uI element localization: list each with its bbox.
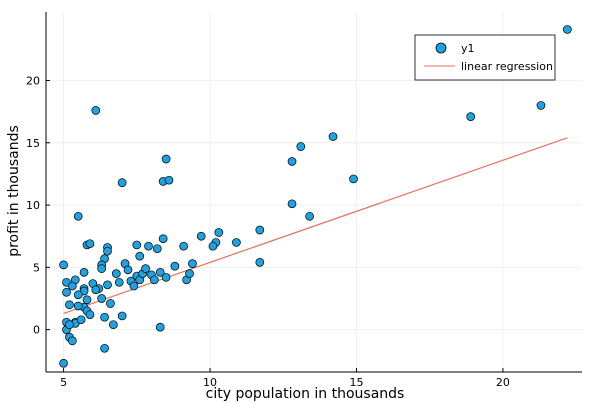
data-point bbox=[111, 269, 121, 278]
x-tick-label: 15 bbox=[349, 376, 363, 389]
x-tick-label: 10 bbox=[203, 376, 217, 389]
data-point bbox=[73, 211, 83, 221]
x-tick-label: 5 bbox=[60, 376, 67, 389]
data-point bbox=[536, 101, 546, 110]
data-point bbox=[208, 241, 218, 251]
tick-labels: 5 10 15 20 0 5 10 15 20 bbox=[26, 75, 510, 389]
data-point bbox=[141, 264, 150, 273]
data-point bbox=[91, 106, 101, 115]
data-point bbox=[109, 320, 118, 330]
data-point bbox=[188, 259, 197, 268]
data-point bbox=[155, 322, 165, 332]
data-point bbox=[196, 231, 206, 241]
data-point bbox=[161, 154, 171, 164]
data-point bbox=[214, 228, 224, 237]
y-tick-label: 5 bbox=[33, 261, 40, 274]
data-point bbox=[73, 301, 83, 311]
data-point bbox=[287, 157, 297, 166]
data-point bbox=[97, 264, 107, 273]
data-point bbox=[59, 260, 68, 270]
x-tick-label: 20 bbox=[496, 376, 510, 389]
data-point bbox=[255, 258, 265, 267]
legend-label-y1: y1 bbox=[461, 42, 475, 55]
data-point bbox=[106, 299, 115, 308]
data-point bbox=[100, 343, 109, 353]
data-point bbox=[103, 246, 112, 256]
axes bbox=[45, 12, 582, 373]
data-point bbox=[65, 300, 74, 310]
data-point bbox=[132, 240, 142, 250]
data-point bbox=[114, 277, 124, 287]
data-point bbox=[79, 267, 89, 277]
data-point bbox=[161, 272, 171, 282]
y-tick-label: 15 bbox=[26, 137, 40, 150]
data-point bbox=[117, 178, 127, 188]
data-point bbox=[97, 294, 107, 303]
y-tick-label: 10 bbox=[26, 199, 40, 212]
data-point bbox=[328, 132, 338, 141]
data-point bbox=[123, 265, 133, 275]
data-point bbox=[563, 25, 572, 34]
data-point bbox=[287, 199, 297, 209]
data-point bbox=[349, 174, 358, 184]
data-point bbox=[158, 234, 168, 244]
legend-label-regression: linear regression bbox=[461, 60, 553, 73]
data-point bbox=[117, 311, 127, 321]
data-point bbox=[466, 112, 476, 121]
data-point bbox=[65, 320, 74, 330]
data-point bbox=[62, 287, 71, 297]
data-point bbox=[129, 281, 139, 291]
data-point bbox=[103, 280, 112, 290]
scatter-points bbox=[59, 25, 572, 368]
data-point bbox=[296, 142, 306, 151]
data-point bbox=[179, 241, 189, 251]
data-point bbox=[232, 238, 241, 247]
data-point bbox=[135, 251, 145, 261]
data-point bbox=[68, 336, 77, 346]
data-point bbox=[144, 241, 153, 251]
regression-line bbox=[63, 137, 568, 315]
data-point bbox=[91, 285, 101, 295]
data-point bbox=[85, 239, 95, 249]
regression-layer bbox=[63, 137, 568, 315]
data-point bbox=[59, 358, 68, 368]
data-point bbox=[152, 244, 162, 254]
data-point bbox=[150, 275, 159, 285]
data-point bbox=[100, 312, 109, 322]
data-point bbox=[185, 269, 194, 278]
legend-marker-y1 bbox=[435, 42, 447, 54]
data-point bbox=[73, 290, 83, 300]
data-point bbox=[85, 310, 95, 320]
data-point bbox=[255, 225, 265, 235]
data-point bbox=[76, 315, 86, 325]
legend: y1 linear regression bbox=[414, 34, 556, 81]
data-point bbox=[170, 261, 180, 271]
data-point bbox=[164, 175, 174, 185]
data-point bbox=[82, 295, 92, 305]
x-axis-title: city population in thousands bbox=[206, 386, 405, 402]
data-point bbox=[155, 267, 165, 277]
y-tick-label: 20 bbox=[26, 75, 40, 88]
legend-box bbox=[414, 34, 556, 81]
data-point bbox=[68, 281, 77, 291]
y-axis-title: profit in thousands bbox=[6, 125, 22, 257]
data-point bbox=[305, 211, 314, 221]
y-tick-label: 0 bbox=[33, 324, 40, 337]
